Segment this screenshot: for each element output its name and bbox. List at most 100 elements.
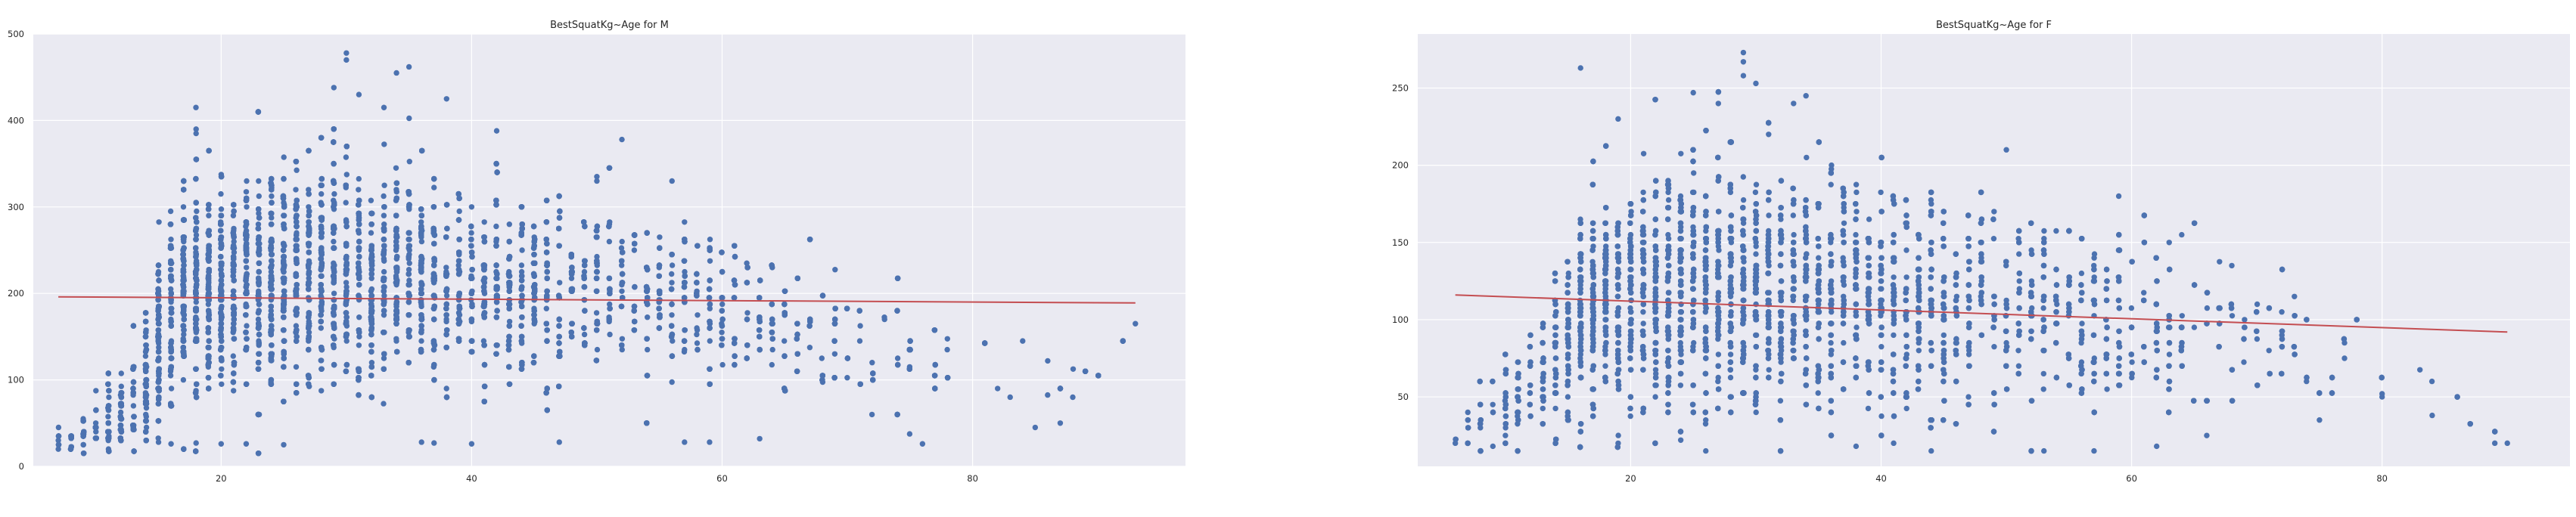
data-point [206,212,212,218]
data-point [619,288,625,294]
data-point [519,247,525,253]
data-point [619,346,625,353]
data-point [193,299,199,305]
data-point [443,385,449,392]
data-point [55,424,62,431]
data-point [156,345,162,351]
data-point [219,366,225,372]
data-point [393,338,399,344]
data-point [381,293,387,299]
data-point [669,312,675,318]
data-point [669,379,675,385]
data-point [168,237,174,243]
data-point [819,355,825,361]
data-point [744,310,750,316]
data-point [231,388,237,394]
data-point [944,336,951,342]
data-point [381,193,387,200]
data-point [456,208,462,215]
data-point [368,360,375,366]
data-point [306,204,312,210]
data-point [406,115,412,122]
data-point [381,221,387,228]
data-point [193,104,199,110]
data-point [156,219,162,225]
data-point [293,364,300,370]
data-point [782,338,788,344]
data-point [331,238,337,245]
data-point [393,165,399,171]
data-point [356,175,362,182]
data-point [356,333,362,340]
data-point [118,383,124,389]
data-point [806,345,813,351]
scatter-points [55,50,1139,457]
data-point [480,338,487,344]
data-point [256,178,262,184]
data-point [832,267,838,273]
data-point [594,346,601,353]
data-point [343,200,349,206]
data-point [381,401,387,407]
data-point [594,253,600,260]
data-point [406,260,412,266]
data-point [168,385,175,392]
data-point [268,268,275,275]
data-point [468,204,475,210]
data-point [381,212,387,218]
data-point [168,286,174,293]
data-point [318,305,325,311]
data-point [543,305,549,311]
data-point [368,288,374,294]
data-point [343,338,350,344]
data-point [368,197,374,203]
data-point [593,310,600,316]
data-point [406,277,412,283]
data-point [581,268,588,275]
data-point [769,346,775,353]
data-point [1070,366,1077,372]
data-point [244,265,250,271]
data-point [293,323,300,329]
data-point [331,190,337,197]
data-point [906,431,913,437]
data-point [682,268,688,275]
data-point [93,388,99,394]
data-point [230,212,237,218]
data-point [618,245,625,251]
data-point [707,305,713,311]
data-point [607,219,613,225]
data-point [180,376,187,383]
data-point [143,411,149,418]
data-point [881,314,887,320]
data-point [118,370,124,376]
data-point [869,360,875,366]
data-point [1045,392,1051,398]
data-point [331,290,337,296]
data-point [343,172,350,178]
data-point [707,338,713,344]
data-point [356,314,362,320]
data-point [481,219,487,225]
data-point [143,405,150,411]
data-point [657,234,663,240]
data-point [506,221,512,228]
data-point [844,375,850,381]
data-point [269,193,275,200]
data-point [343,154,350,160]
data-point [581,331,588,338]
data-point [619,262,625,268]
data-point [343,280,350,286]
data-point [443,293,450,299]
data-point [356,187,362,193]
data-point [393,187,399,193]
data-point [431,184,437,190]
data-point [645,314,651,320]
data-point [218,190,224,197]
data-point [694,325,700,331]
data-point [719,361,726,368]
data-point [244,323,250,329]
data-point [256,210,262,217]
data-point [181,331,187,338]
